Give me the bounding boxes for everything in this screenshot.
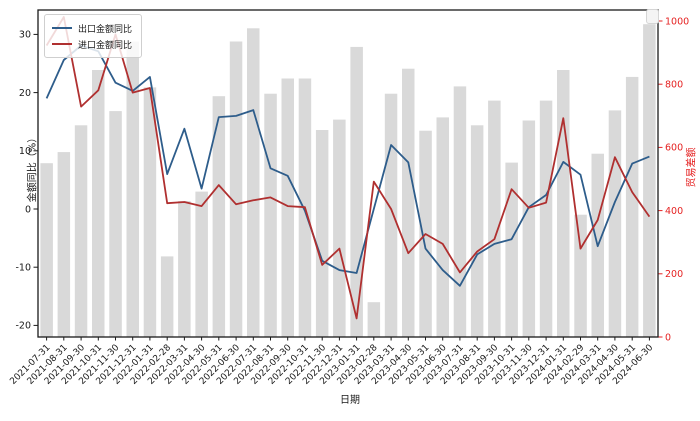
trade-balance-bar (333, 119, 346, 337)
left-tick-label: 10 (19, 146, 31, 157)
trade-balance-bar (74, 125, 88, 337)
trade-balance-bar (453, 86, 467, 338)
trade-balance-bar (40, 163, 53, 337)
legend-item-export: 出口金额同比 (52, 20, 132, 36)
import-yoy-line (45, 16, 651, 320)
import-line-swatch (52, 43, 72, 45)
trade-balance-bar (143, 87, 157, 338)
trade-balance-bar (247, 28, 260, 338)
trade-balance-bar (57, 152, 71, 337)
plot-border (37, 9, 659, 338)
right-tick-label: 800 (665, 80, 683, 91)
legend[interactable]: 出口金额同比 进口金额同比 (44, 14, 143, 58)
corner-box (646, 9, 659, 24)
trade-balance-bar (574, 214, 587, 337)
trade-balance-bar (126, 41, 139, 337)
trade-balance-bar (557, 70, 570, 337)
trade-balance-bar (367, 302, 381, 337)
trade-balance-bar (315, 130, 329, 337)
trade-balance-bar (229, 41, 243, 337)
trade-balance-bar (92, 70, 105, 337)
left-tick-label: 30 (19, 30, 31, 41)
trade-balance-bar (281, 78, 294, 337)
x-axis-title: 日期 (340, 395, 360, 406)
left-tick-label: 20 (19, 88, 31, 99)
trade-balance-bar (160, 256, 174, 337)
trade-balance-bar (505, 162, 518, 337)
legend-item-import: 进口金额同比 (52, 36, 132, 52)
right-axis-title: 贸易差额 (686, 147, 698, 188)
left-tick-label: 0 (25, 204, 31, 215)
export-line-swatch (52, 27, 72, 29)
legend-label-import: 进口金额同比 (78, 40, 133, 51)
trade-balance-bar (488, 100, 501, 337)
left-tick-label: -20 (15, 321, 31, 332)
trade-balance-bar (109, 111, 122, 337)
trade-balance-bar (212, 96, 226, 337)
right-tick-label: 1000 (665, 16, 689, 27)
trade-balance-bar (470, 125, 484, 337)
legend-label-export: 出口金额同比 (78, 24, 133, 35)
trade-balance-bar (436, 117, 449, 338)
trade-balance-bar (264, 93, 277, 337)
left-tick-label: -10 (15, 263, 31, 274)
trade-balance-bar (384, 93, 398, 337)
right-tick-label: 600 (665, 143, 683, 154)
trade-balance-bar (522, 120, 536, 337)
trade-balance-bar (195, 191, 208, 337)
right-tick-label: 0 (665, 332, 671, 343)
trade-balance-bar (643, 24, 656, 337)
trade-balance-bar (539, 100, 553, 337)
trade-balance-bar (178, 201, 191, 337)
trade-balance-bar (402, 68, 415, 337)
trade-balance-bar (608, 110, 622, 338)
right-tick-label: 400 (665, 206, 683, 217)
trade-balance-bar (625, 76, 639, 338)
left-axis-title: 金额同比（%） (27, 132, 39, 203)
right-tick-label: 200 (665, 269, 683, 280)
trade-balance-bar (350, 46, 363, 338)
